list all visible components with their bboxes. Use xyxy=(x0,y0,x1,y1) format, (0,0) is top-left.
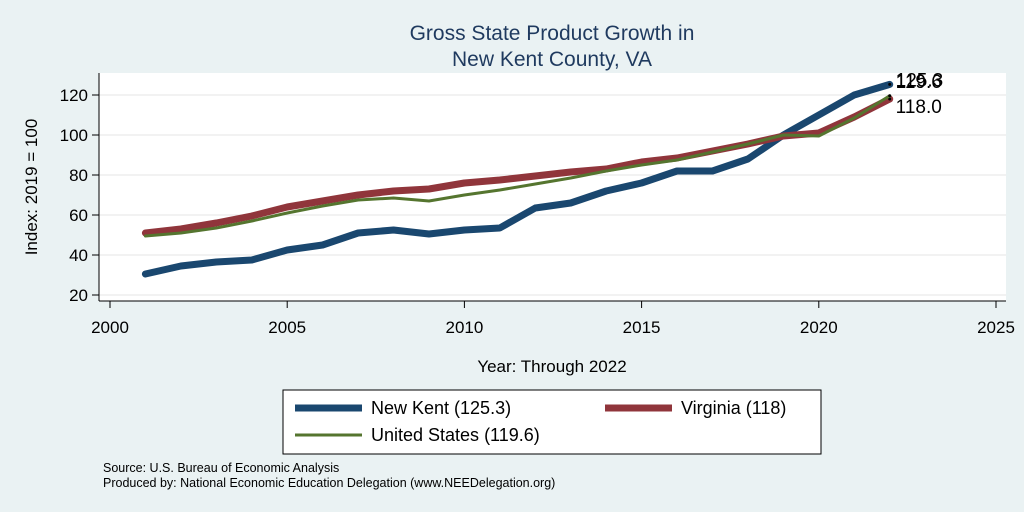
source-note: Source: U.S. Bureau of Economic Analysis… xyxy=(103,461,555,490)
end-label-united-states: 119.6 xyxy=(896,72,942,93)
x-axis-label: Year: Through 2022 xyxy=(477,357,626,376)
y-tick-label-20: 20 xyxy=(69,286,88,305)
series-lines xyxy=(141,80,894,278)
chart-title-line-1: Gross State Product Growth in xyxy=(410,22,695,45)
series-endpoint-united-states xyxy=(888,94,892,98)
chart-title: Gross State Product Growth in New Kent C… xyxy=(410,22,695,71)
axes xyxy=(92,73,1006,308)
series-endpoint-virginia xyxy=(888,97,892,101)
x-tick-label-2015: 2015 xyxy=(623,318,661,337)
y-axis-label: Index: 2019 = 100 xyxy=(22,119,41,256)
x-tick-label-2025: 2025 xyxy=(977,318,1015,337)
y-tick-label-120: 120 xyxy=(60,86,88,105)
x-tick-label-2000: 2000 xyxy=(91,318,129,337)
series-endpoint-new-kent xyxy=(888,82,892,86)
x-tick-label-2010: 2010 xyxy=(445,318,483,337)
legend-label-new-kent: New Kent (125.3) xyxy=(371,398,511,418)
series-line-new-kent xyxy=(141,80,894,278)
series-line-united-states xyxy=(143,94,892,238)
chart-title-line-2: New Kent County, VA xyxy=(452,48,652,71)
end-label-virginia: 118.0 xyxy=(896,97,942,118)
x-tick-label-2020: 2020 xyxy=(800,318,838,337)
y-tick-label-100: 100 xyxy=(60,126,88,145)
end-labels: 125.3 118.0 119.6 xyxy=(896,70,944,118)
end-label-new-kent: 125.3 xyxy=(896,70,944,91)
y-tick-label-80: 80 xyxy=(69,166,88,185)
produced-by-line: Produced by: National Economic Education… xyxy=(103,476,555,490)
legend: New Kent (125.3) Virginia (118) United S… xyxy=(282,389,822,455)
x-tick-labels: 2000 2005 2010 2015 2020 2025 xyxy=(91,318,1015,337)
legend-box xyxy=(282,389,822,455)
y-tick-labels: 20 40 60 80 100 120 xyxy=(60,86,88,305)
legend-label-virginia: Virginia (118) xyxy=(681,398,786,418)
x-tick-label-2005: 2005 xyxy=(268,318,306,337)
legend-label-united-states: United States (119.6) xyxy=(371,425,540,445)
source-line: Source: U.S. Bureau of Economic Analysis xyxy=(103,461,339,475)
y-tick-label-60: 60 xyxy=(69,206,88,225)
y-tick-label-40: 40 xyxy=(69,246,88,265)
